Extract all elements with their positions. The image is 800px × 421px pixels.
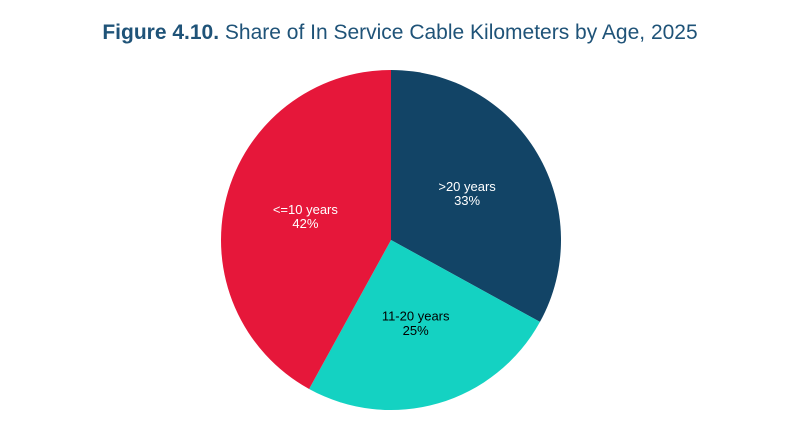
pie-slice (309, 240, 540, 410)
title-text: Share of In Service Cable Kilometers by … (225, 21, 698, 44)
value-label: 33% (454, 194, 480, 209)
value-label: 25% (403, 323, 429, 338)
slice-label: >20 years 33% (438, 179, 496, 208)
slice-label: <=10 years 42% (273, 202, 339, 231)
figure-label: Figure 4.10. (102, 21, 219, 44)
slice-label: 11-20 years 25% (382, 309, 450, 338)
category-label: 11-20 years (382, 309, 450, 324)
chart-title: Figure 4.10. Share of In Service Cable K… (102, 21, 697, 44)
category-label: >20 years (438, 179, 496, 194)
value-label: 42% (292, 217, 318, 232)
category-label: <=10 years (273, 202, 339, 217)
pie-slice (221, 70, 391, 389)
pie-slice (391, 70, 561, 322)
